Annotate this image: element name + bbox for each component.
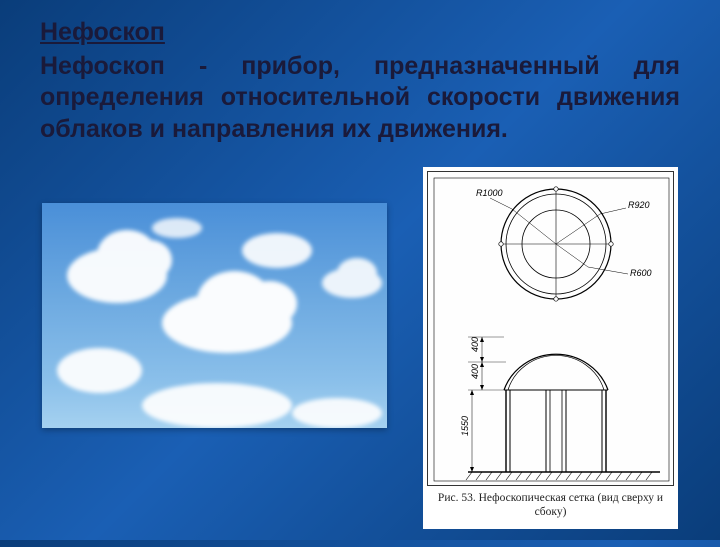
side-view (466, 337, 660, 480)
cloud-shape (142, 383, 292, 428)
slide-title: Нефоскоп (40, 18, 680, 47)
diagram-svg: R1000 R920 R600 (428, 172, 675, 487)
cloud-shape (67, 248, 167, 303)
dim-1550: 1550 (460, 416, 470, 436)
cloud-shape (292, 398, 382, 428)
cloud-shape (57, 348, 142, 393)
label-r1000: R1000 (476, 188, 503, 198)
cloud-shape (322, 268, 382, 298)
slide-content: Нефоскоп Нефоскоп - прибор, предназначен… (0, 0, 720, 547)
dim-400b: 400 (470, 364, 480, 379)
label-r920: R920 (628, 200, 650, 210)
diagram-caption: Рис. 53. Нефоскопическая сетка (вид свер… (427, 486, 674, 525)
diagram-wrapper: R1000 R920 R600 (423, 167, 678, 529)
cloud-shape (162, 293, 292, 353)
label-r600: R600 (630, 268, 652, 278)
images-row: R1000 R920 R600 (40, 167, 680, 529)
dim-400a: 400 (470, 337, 480, 352)
cloud-shape (152, 218, 202, 238)
cloud-shape (242, 233, 312, 268)
nephoscope-diagram: R1000 R920 R600 (427, 171, 674, 486)
slide-description: Нефоскоп - прибор, предназначенный для о… (40, 51, 680, 145)
top-view (490, 187, 628, 301)
cloud-photo (42, 203, 387, 428)
